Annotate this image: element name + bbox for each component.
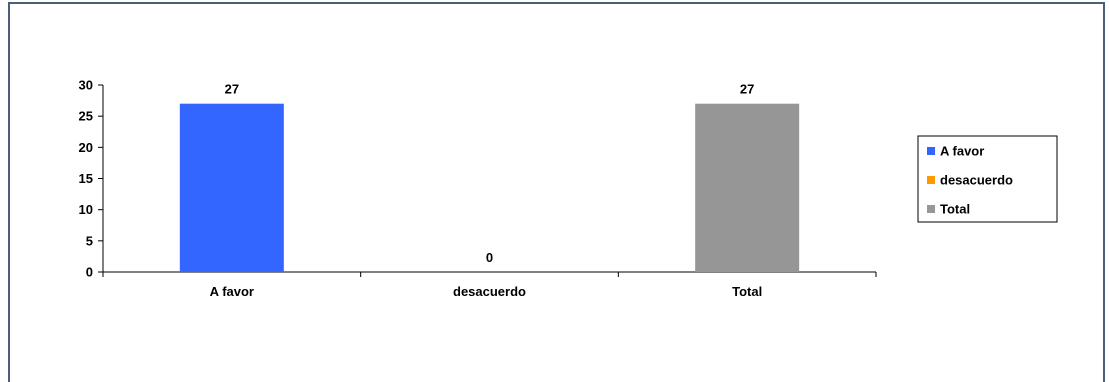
labels: 0 5 10 15 20 25 30 27 A favor 0 desacuerdo 27 Total xyxy=(79,78,763,300)
data-label: 27 xyxy=(225,82,239,97)
y-tick-label: 25 xyxy=(79,109,93,124)
legend: A favor desacuerdo Total xyxy=(917,135,1058,223)
x-category-label: Total xyxy=(732,284,762,299)
legend-swatch xyxy=(927,176,935,184)
bars xyxy=(179,103,800,272)
legend-label: Total xyxy=(940,202,970,217)
x-category-label: A favor xyxy=(210,284,254,299)
y-tick-label: 20 xyxy=(79,140,93,155)
legend-box xyxy=(917,135,1058,223)
y-tick-label: 15 xyxy=(79,171,93,186)
y-tick-label: 0 xyxy=(86,265,93,280)
legend-swatch xyxy=(927,147,935,155)
data-label: 27 xyxy=(740,82,754,97)
data-label: 0 xyxy=(486,250,493,265)
bar xyxy=(695,103,800,272)
legend-label: desacuerdo xyxy=(940,173,1013,188)
legend-swatch xyxy=(927,205,935,213)
y-tick-label: 30 xyxy=(79,78,93,93)
y-tick-label: 5 xyxy=(86,233,93,248)
x-category-label: desacuerdo xyxy=(453,284,526,299)
legend-label: A favor xyxy=(940,144,984,159)
bar xyxy=(179,103,284,272)
y-tick-label: 10 xyxy=(79,202,93,217)
